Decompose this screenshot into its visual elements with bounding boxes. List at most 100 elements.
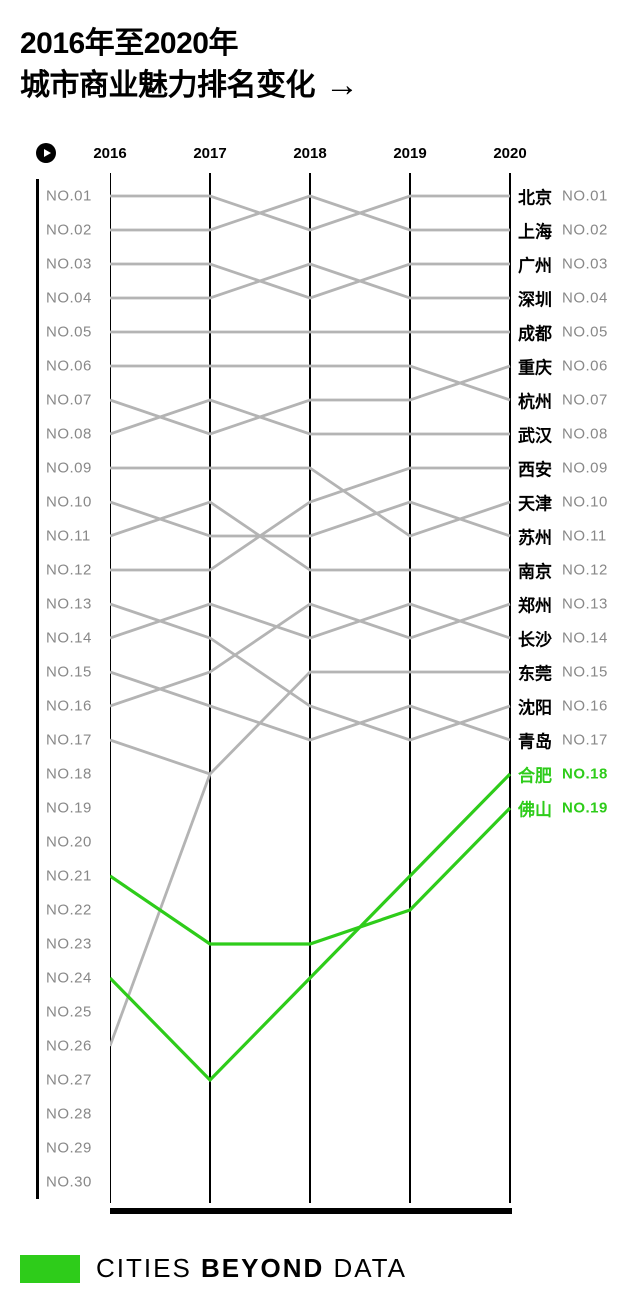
rank-axis-label: NO.03 xyxy=(46,256,92,273)
city-name: 杭州 xyxy=(518,388,552,413)
city-rank-label: NO.11 xyxy=(562,528,607,545)
rank-axis-label: NO.05 xyxy=(46,324,92,341)
rank-axis-label: NO.16 xyxy=(46,698,92,715)
city-label-row: 东莞 NO.15 xyxy=(518,660,608,685)
year-label: 2018 xyxy=(293,145,326,165)
rank-axis-label: NO.30 xyxy=(46,1174,92,1191)
rank-axis-label: NO.25 xyxy=(46,1004,92,1021)
city-label-row: 郑州 NO.13 xyxy=(518,592,608,617)
rank-axis-label: NO.11 xyxy=(46,528,91,545)
city-label-row: 上海 NO.02 xyxy=(518,218,608,243)
city-name: 深圳 xyxy=(518,286,552,311)
city-rank-label: NO.12 xyxy=(562,562,608,579)
rank-axis-label: NO.20 xyxy=(46,834,92,851)
rank-axis-label: NO.14 xyxy=(46,630,92,647)
city-label-row: 重庆 NO.06 xyxy=(518,354,608,379)
city-name: 佛山 xyxy=(518,796,552,821)
city-label-row: 西安 NO.09 xyxy=(518,456,608,481)
rank-axis-label: NO.29 xyxy=(46,1140,92,1157)
year-label: 2020 xyxy=(493,145,526,165)
rank-axis-label: NO.06 xyxy=(46,358,92,375)
rank-axis-label: NO.17 xyxy=(46,732,92,749)
rank-axis-label: NO.18 xyxy=(46,766,92,783)
city-rank-label: NO.15 xyxy=(562,664,608,681)
city-name: 北京 xyxy=(518,184,552,209)
rank-axis-label: NO.09 xyxy=(46,460,92,477)
city-rank-label: NO.06 xyxy=(562,358,608,375)
year-label: 2016 xyxy=(93,145,126,165)
rank-axis-label: NO.15 xyxy=(46,664,92,681)
rank-axis-label: NO.24 xyxy=(46,970,92,987)
city-rank-label: NO.18 xyxy=(562,766,608,783)
footer-badge xyxy=(20,1255,80,1283)
year-label: 2019 xyxy=(393,145,426,165)
city-label-row: 广州 NO.03 xyxy=(518,252,608,277)
city-name: 郑州 xyxy=(518,592,552,617)
city-name: 合肥 xyxy=(518,762,552,787)
city-name: 南京 xyxy=(518,558,552,583)
city-rank-label: NO.02 xyxy=(562,222,608,239)
city-label-row: 杭州 NO.07 xyxy=(518,388,608,413)
city-label-row: 苏州 NO.11 xyxy=(518,524,607,549)
city-label-row: 佛山 NO.19 xyxy=(518,796,608,821)
city-label-row: 沈阳 NO.16 xyxy=(518,694,608,719)
rank-axis-label: NO.01 xyxy=(46,188,92,205)
city-label-row: 青岛 NO.17 xyxy=(518,728,608,753)
rank-axis-label: NO.21 xyxy=(46,868,92,885)
city-label-row: 合肥 NO.18 xyxy=(518,762,608,787)
city-name: 青岛 xyxy=(518,728,552,753)
rank-axis-label: NO.02 xyxy=(46,222,92,239)
play-icon[interactable] xyxy=(36,143,56,163)
city-rank-label: NO.14 xyxy=(562,630,608,647)
left-edge-bar xyxy=(36,179,39,1199)
city-name: 天津 xyxy=(518,490,552,515)
rank-axis-label: NO.22 xyxy=(46,902,92,919)
year-label: 2017 xyxy=(193,145,226,165)
city-label-row: 北京 NO.01 xyxy=(518,184,608,209)
rank-axis-label: NO.10 xyxy=(46,494,92,511)
city-name: 苏州 xyxy=(518,524,552,549)
city-rank-label: NO.19 xyxy=(562,800,608,817)
footer: CITIES BEYOND DATA xyxy=(0,1253,640,1294)
rank-axis-label: NO.26 xyxy=(46,1038,92,1055)
arrow-icon: → xyxy=(325,63,359,107)
city-name: 东莞 xyxy=(518,660,552,685)
city-name: 长沙 xyxy=(518,626,552,651)
city-name: 广州 xyxy=(518,252,552,277)
city-rank-label: NO.10 xyxy=(562,494,608,511)
rank-axis-label: NO.12 xyxy=(46,562,92,579)
city-label-row: 成都 NO.05 xyxy=(518,320,608,345)
city-rank-label: NO.16 xyxy=(562,698,608,715)
rank-axis-label: NO.04 xyxy=(46,290,92,307)
city-name: 重庆 xyxy=(518,354,552,379)
city-label-row: 武汉 NO.08 xyxy=(518,422,608,447)
city-name: 成都 xyxy=(518,320,552,345)
city-rank-label: NO.09 xyxy=(562,460,608,477)
footer-text: CITIES BEYOND DATA xyxy=(96,1253,407,1284)
city-rank-label: NO.17 xyxy=(562,732,608,749)
title-line2: 城市商业魅力排名变化 xyxy=(20,66,315,105)
chart-title: 2016年至2020年 城市商业魅力排名变化 → xyxy=(20,24,620,107)
city-name: 西安 xyxy=(518,456,552,481)
city-label-row: 长沙 NO.14 xyxy=(518,626,608,651)
city-rank-label: NO.05 xyxy=(562,324,608,341)
rank-axis-label: NO.07 xyxy=(46,392,92,409)
city-rank-label: NO.08 xyxy=(562,426,608,443)
city-label-row: 深圳 NO.04 xyxy=(518,286,608,311)
rank-axis-label: NO.19 xyxy=(46,800,92,817)
city-label-row: 天津 NO.10 xyxy=(518,490,608,515)
city-rank-label: NO.04 xyxy=(562,290,608,307)
rank-axis-label: NO.27 xyxy=(46,1072,92,1089)
city-rank-label: NO.01 xyxy=(562,188,608,205)
city-name: 沈阳 xyxy=(518,694,552,719)
rank-axis-label: NO.23 xyxy=(46,936,92,953)
city-rank-label: NO.13 xyxy=(562,596,608,613)
bump-chart: 2016 2017 2018 2019 2020 NO.01 NO.02 NO.03 NO.04… xyxy=(20,143,620,1233)
rank-axis-label: NO.28 xyxy=(46,1106,92,1123)
city-rank-label: NO.07 xyxy=(562,392,608,409)
city-name: 上海 xyxy=(518,218,552,243)
city-rank-label: NO.03 xyxy=(562,256,608,273)
city-name: 武汉 xyxy=(518,422,552,447)
rank-axis-label: NO.13 xyxy=(46,596,92,613)
rank-axis-label: NO.08 xyxy=(46,426,92,443)
